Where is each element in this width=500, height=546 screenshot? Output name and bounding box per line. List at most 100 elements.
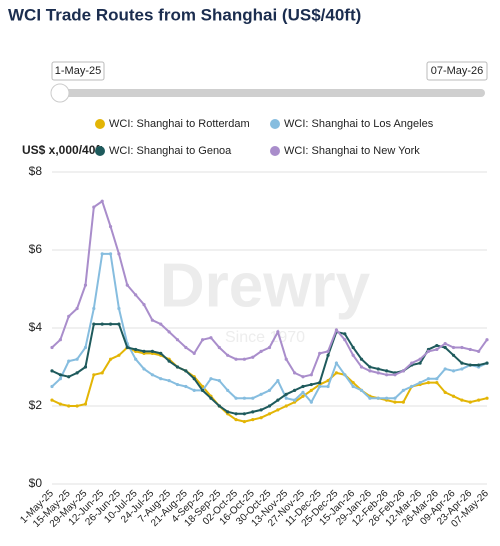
data-point bbox=[267, 388, 272, 392]
legend-label: WCI: Shanghai to Genoa bbox=[109, 145, 232, 157]
data-point bbox=[192, 377, 196, 381]
data-point bbox=[217, 379, 221, 383]
data-point bbox=[468, 363, 472, 367]
data-point bbox=[159, 322, 163, 326]
data-point bbox=[125, 345, 129, 350]
data-point bbox=[142, 303, 146, 307]
data-point bbox=[292, 388, 297, 392]
data-point bbox=[100, 199, 104, 203]
data-point bbox=[200, 384, 205, 389]
data-point bbox=[184, 345, 188, 350]
data-point bbox=[334, 361, 339, 365]
data-point bbox=[67, 404, 71, 408]
data-point bbox=[443, 367, 447, 371]
data-point bbox=[267, 345, 272, 350]
data-point bbox=[460, 361, 464, 365]
data-point bbox=[460, 345, 464, 350]
data-point bbox=[226, 410, 230, 414]
data-point bbox=[92, 306, 96, 311]
data-point bbox=[67, 314, 71, 318]
data-point bbox=[92, 322, 96, 326]
data-point bbox=[334, 328, 339, 332]
data-point bbox=[401, 388, 405, 392]
data-point bbox=[251, 418, 255, 422]
data-point bbox=[468, 400, 472, 404]
data-point bbox=[251, 396, 255, 400]
data-point bbox=[276, 379, 280, 383]
data-point bbox=[184, 384, 188, 389]
data-point bbox=[292, 371, 297, 375]
data-point bbox=[58, 338, 62, 342]
data-point bbox=[251, 355, 255, 359]
data-point bbox=[477, 363, 481, 367]
data-point bbox=[301, 394, 305, 398]
data-point bbox=[477, 398, 481, 402]
data-point bbox=[309, 400, 313, 404]
data-point bbox=[67, 359, 71, 363]
data-point bbox=[50, 345, 54, 350]
data-point bbox=[200, 388, 205, 392]
data-point bbox=[159, 377, 163, 381]
data-point bbox=[343, 338, 347, 342]
data-point bbox=[292, 398, 297, 402]
data-point bbox=[75, 306, 79, 311]
data-point bbox=[259, 392, 263, 396]
data-point bbox=[485, 361, 489, 365]
data-point bbox=[351, 381, 355, 385]
data-point bbox=[368, 396, 372, 400]
data-point bbox=[92, 373, 96, 377]
data-point bbox=[410, 361, 414, 365]
slider-handle[interactable] bbox=[50, 83, 70, 103]
data-point bbox=[451, 345, 456, 350]
data-point bbox=[209, 336, 213, 340]
data-point bbox=[259, 408, 263, 412]
data-point bbox=[242, 412, 247, 416]
data-point bbox=[175, 365, 180, 369]
data-point bbox=[100, 322, 104, 326]
slider-track[interactable] bbox=[60, 89, 485, 97]
data-point bbox=[309, 382, 313, 387]
data-point bbox=[242, 420, 247, 424]
data-point bbox=[134, 347, 138, 352]
data-point bbox=[426, 349, 431, 353]
data-point bbox=[259, 349, 263, 353]
data-point bbox=[301, 375, 305, 379]
data-point bbox=[309, 373, 313, 377]
data-point bbox=[142, 349, 146, 353]
data-point bbox=[426, 377, 431, 381]
data-point bbox=[192, 351, 196, 355]
data-point bbox=[359, 388, 364, 392]
data-point bbox=[451, 369, 456, 373]
data-point bbox=[443, 345, 447, 350]
data-point bbox=[435, 381, 439, 385]
data-point bbox=[242, 396, 247, 400]
data-point bbox=[175, 382, 180, 387]
data-point bbox=[92, 205, 96, 209]
y-tick-label: $0 bbox=[29, 476, 43, 490]
data-point bbox=[318, 351, 322, 355]
data-point bbox=[242, 357, 247, 361]
data-point bbox=[234, 357, 238, 361]
data-point bbox=[426, 381, 431, 385]
data-point bbox=[200, 338, 205, 342]
data-point bbox=[351, 384, 355, 389]
data-point bbox=[134, 293, 138, 297]
data-point bbox=[385, 396, 389, 400]
data-point bbox=[284, 357, 288, 361]
data-point bbox=[359, 357, 364, 361]
data-point bbox=[83, 283, 88, 287]
data-point bbox=[276, 398, 280, 402]
data-point bbox=[435, 347, 439, 352]
data-point bbox=[326, 384, 330, 389]
data-point bbox=[468, 347, 472, 352]
data-point bbox=[351, 353, 355, 357]
data-point bbox=[376, 371, 380, 375]
data-point bbox=[443, 390, 447, 394]
data-point bbox=[443, 342, 447, 346]
legend-label: WCI: Shanghai to New York bbox=[284, 145, 420, 157]
data-point bbox=[209, 396, 213, 400]
data-point bbox=[217, 404, 221, 408]
slider-start-label: 1-May-25 bbox=[55, 65, 101, 77]
chart-title: WCI Trade Routes from Shanghai (US$/40ft… bbox=[8, 5, 361, 24]
legend-label: WCI: Shanghai to Los Angeles bbox=[284, 118, 434, 130]
